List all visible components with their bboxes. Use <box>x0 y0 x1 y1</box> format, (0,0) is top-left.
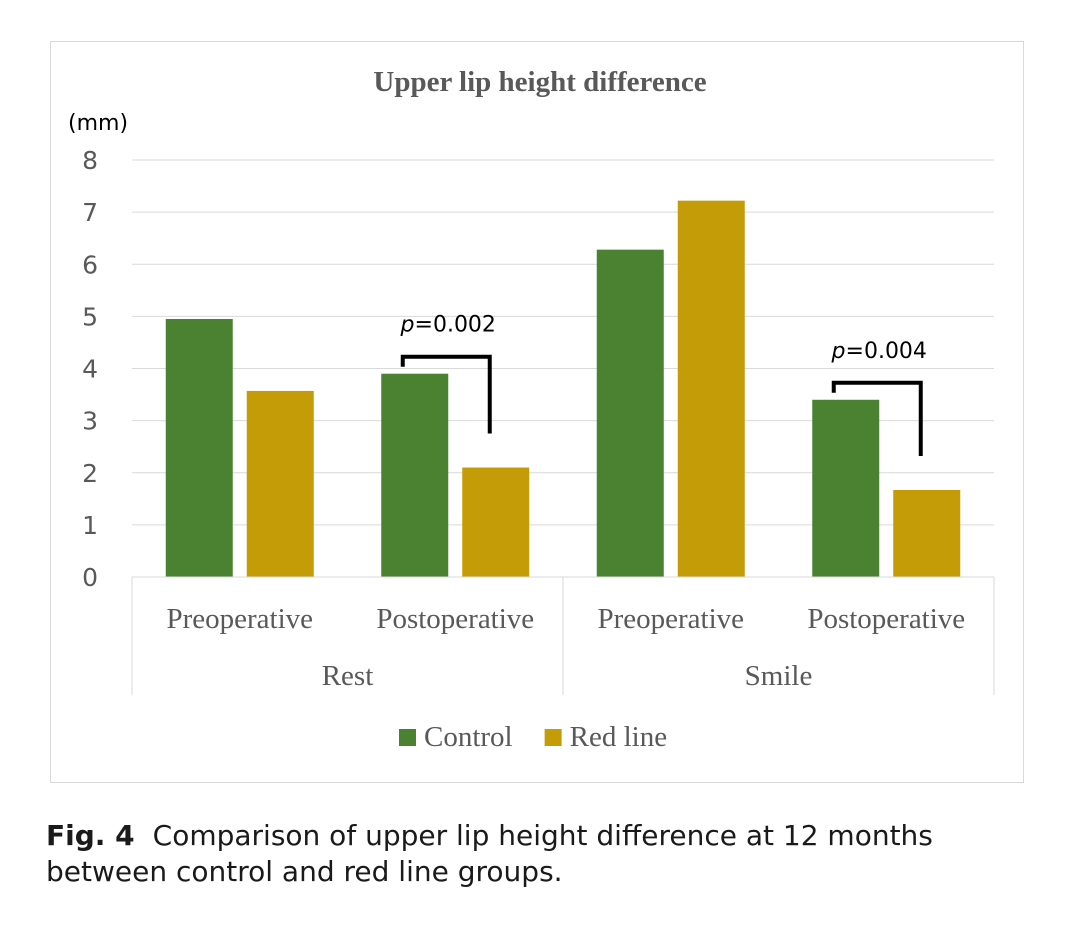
chart-title: Upper lip height difference <box>373 66 706 98</box>
bar-red-line <box>893 489 961 577</box>
legend-label: Red line <box>570 721 667 753</box>
y-tick-label: 2 <box>82 459 98 488</box>
y-tick-label: 6 <box>82 250 98 279</box>
significance-annotations: p=0.002 p=0.004 <box>400 313 927 456</box>
bar-control <box>165 318 233 577</box>
x-tick-label: Postoperative <box>376 603 534 635</box>
y-axis-unit-label: (mm) <box>68 111 128 136</box>
legend: Control Red line <box>399 721 667 753</box>
legend-label: Control <box>424 721 513 753</box>
x-tick-label: Preoperative <box>166 603 313 635</box>
bar-red-line <box>246 390 314 577</box>
legend-swatch <box>399 729 416 746</box>
bar-red-line <box>677 200 745 577</box>
y-tick-label: 8 <box>82 146 98 175</box>
y-tick-label: 5 <box>82 302 98 331</box>
chart-container: Upper lip height difference (mm) 0 1 2 3 4 5 6… <box>50 41 1024 783</box>
bar-control <box>812 399 880 577</box>
y-tick-label: 4 <box>82 355 98 384</box>
figure-label: Fig. 4 <box>46 819 135 852</box>
y-tick-label: 0 <box>82 563 98 592</box>
bar-chart: Upper lip height difference (mm) 0 1 2 3 4 5 6… <box>68 66 995 753</box>
bar-control <box>596 249 664 577</box>
y-tick-label: 1 <box>82 511 98 540</box>
p-value-label: p=0.002 <box>400 313 496 338</box>
significance-bracket <box>400 354 492 434</box>
legend-swatch <box>544 729 562 746</box>
p-value-label: p=0.004 <box>831 339 927 364</box>
y-tick-label: 7 <box>82 198 98 227</box>
bar-control <box>381 373 449 577</box>
bars <box>165 200 961 577</box>
x-group-label: Rest <box>322 660 374 692</box>
figure-caption-text: Comparison of upper lip height differenc… <box>46 819 933 888</box>
bar-red-line <box>462 467 530 577</box>
figure-caption: Fig. 4 Comparison of upper lip height dif… <box>46 818 1046 890</box>
y-tick-label: 3 <box>82 407 98 436</box>
x-tick-label: Preoperative <box>597 603 744 635</box>
x-tick-label: Postoperative <box>807 603 965 635</box>
x-group-label: Smile <box>745 660 813 692</box>
significance-bracket <box>831 380 923 456</box>
